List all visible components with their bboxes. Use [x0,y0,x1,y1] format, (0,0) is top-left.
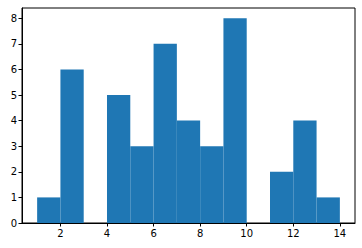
svg-text:14: 14 [333,228,346,239]
svg-text:0: 0 [11,218,17,229]
svg-text:2: 2 [11,166,17,177]
svg-text:1: 1 [11,192,17,203]
svg-text:6: 6 [150,228,156,239]
svg-text:8: 8 [11,13,17,24]
svg-text:5: 5 [11,90,17,101]
svg-text:8: 8 [197,228,203,239]
svg-text:2: 2 [57,228,63,239]
svg-text:7: 7 [11,38,17,49]
svg-text:3: 3 [11,141,17,152]
svg-text:10: 10 [240,228,253,239]
svg-text:4: 4 [104,228,110,239]
svg-text:6: 6 [11,64,17,75]
svg-text:12: 12 [287,228,300,239]
svg-text:4: 4 [11,115,17,126]
